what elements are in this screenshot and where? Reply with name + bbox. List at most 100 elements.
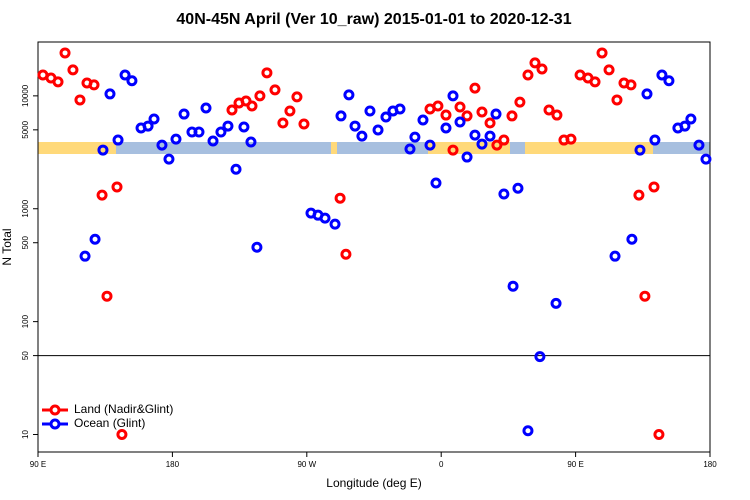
y-tick-label: 10 — [21, 430, 30, 439]
x-tick-label: 180 — [166, 460, 180, 469]
point — [97, 144, 109, 156]
chart-title: 40N-45N April (Ver 10_raw) 2015-01-01 to… — [176, 11, 571, 28]
y-tick-label: 100 — [21, 314, 30, 328]
x-tick-label: 90 E — [567, 460, 583, 469]
y-tick-label: 10000 — [21, 84, 30, 107]
point — [461, 110, 473, 122]
point — [476, 106, 488, 118]
land-band — [331, 142, 337, 154]
point — [529, 57, 541, 69]
point — [512, 182, 524, 194]
point — [656, 69, 668, 81]
surface-band — [38, 142, 710, 154]
legend-marker — [49, 418, 61, 430]
point — [522, 425, 534, 437]
y-tick-label: 50 — [21, 351, 30, 360]
point — [74, 94, 86, 106]
point — [156, 139, 168, 151]
point — [88, 79, 100, 91]
point — [200, 102, 212, 114]
point — [340, 248, 352, 260]
point — [269, 84, 281, 96]
point — [404, 143, 416, 155]
point — [625, 79, 637, 91]
point — [246, 100, 258, 112]
point — [626, 233, 638, 245]
point — [329, 218, 341, 230]
point — [430, 177, 442, 189]
point — [454, 101, 466, 113]
ocean-band — [510, 142, 525, 154]
legend-label: Ocean (Glint) — [74, 416, 145, 430]
point — [251, 241, 263, 253]
legend-label: Land (Nadir&Glint) — [74, 402, 173, 416]
point — [96, 189, 108, 201]
ocean-band — [116, 142, 331, 154]
point — [536, 63, 548, 75]
point — [142, 120, 154, 132]
point — [372, 124, 384, 136]
point — [551, 109, 563, 121]
point — [432, 100, 444, 112]
point — [469, 82, 481, 94]
point — [490, 108, 502, 120]
point — [498, 188, 510, 200]
point — [116, 429, 128, 441]
y-tick-label: 500 — [21, 236, 30, 250]
point — [67, 64, 79, 76]
point — [170, 133, 182, 145]
point — [469, 129, 481, 141]
point — [447, 90, 459, 102]
plot-frame — [37, 41, 711, 453]
point — [498, 134, 510, 146]
point — [277, 117, 289, 129]
point — [79, 250, 91, 262]
point — [507, 280, 519, 292]
point — [112, 134, 124, 146]
point — [89, 233, 101, 245]
point — [484, 130, 496, 142]
legend: Land (Nadir&Glint)Ocean (Glint) — [42, 402, 173, 430]
point — [215, 126, 227, 138]
x-axis-label: Longitude (deg E) — [326, 476, 421, 490]
point — [648, 181, 660, 193]
point — [245, 136, 257, 148]
x-tick-label: 90 E — [30, 460, 46, 469]
point — [589, 76, 601, 88]
point — [663, 75, 675, 87]
point — [543, 104, 555, 116]
point — [693, 139, 705, 151]
point — [409, 131, 421, 143]
x-tick-label: 90 W — [297, 460, 316, 469]
y-tick-label: 1000 — [21, 199, 30, 217]
point — [261, 67, 273, 79]
point — [534, 351, 546, 363]
point — [335, 110, 347, 122]
point — [334, 192, 346, 204]
point — [639, 290, 651, 302]
point — [163, 153, 175, 165]
point — [52, 76, 64, 88]
land-band — [525, 142, 653, 154]
point — [59, 47, 71, 59]
point — [447, 144, 459, 156]
point — [254, 90, 266, 102]
point — [111, 181, 123, 193]
point — [653, 429, 665, 441]
point — [226, 104, 238, 116]
point — [193, 126, 205, 138]
point — [440, 109, 452, 121]
point — [641, 88, 653, 100]
point — [440, 122, 452, 134]
point — [126, 75, 138, 87]
point — [298, 118, 310, 130]
point — [148, 113, 160, 125]
point — [484, 117, 496, 129]
point — [609, 250, 621, 262]
point — [522, 69, 534, 81]
point — [611, 94, 623, 106]
point — [685, 113, 697, 125]
point — [101, 290, 113, 302]
legend-marker — [49, 404, 61, 416]
